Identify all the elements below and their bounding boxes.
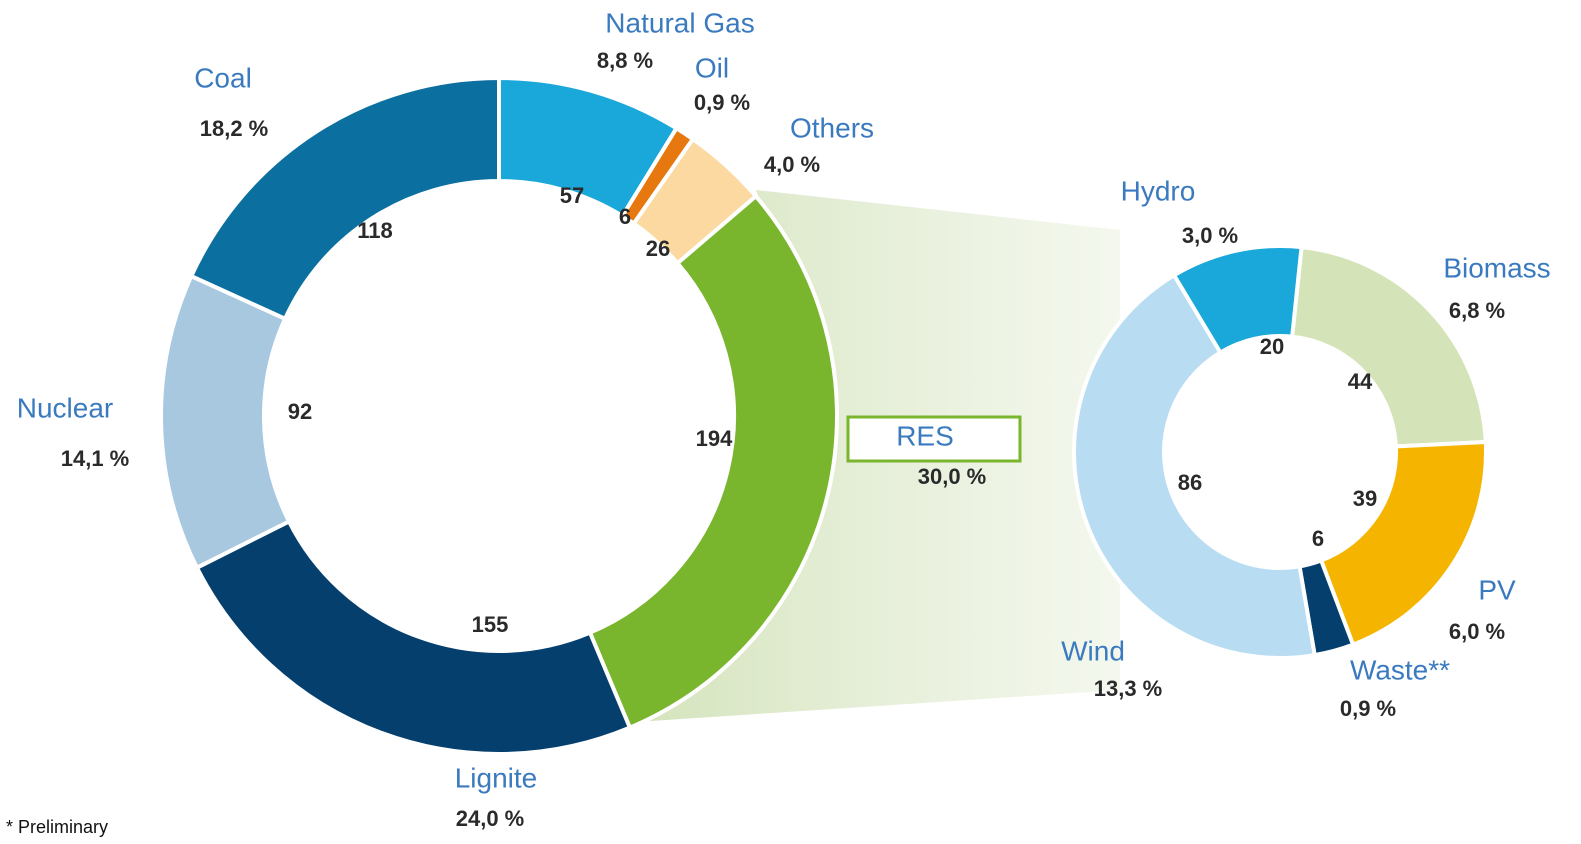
value-label: 86 — [1178, 470, 1202, 495]
value-label: 6 — [1312, 526, 1324, 551]
category-label: Natural Gas — [605, 7, 754, 38]
category-label: Coal — [194, 62, 252, 93]
category-label: Oil — [695, 52, 729, 83]
footnote: * Preliminary — [6, 817, 108, 837]
share-label: 6,8 % — [1449, 298, 1505, 323]
share-label: 13,3 % — [1094, 676, 1163, 701]
share-label: 0,9 % — [694, 90, 750, 115]
category-label: Hydro — [1121, 175, 1196, 206]
value-label: 155 — [472, 612, 509, 637]
category-label: Wind — [1061, 635, 1125, 666]
share-label: 14,1 % — [61, 446, 130, 471]
value-label: 44 — [1348, 369, 1373, 394]
category-label: Nuclear — [17, 392, 113, 423]
category-label: Biomass — [1443, 252, 1550, 283]
donut-segment — [159, 273, 292, 571]
category-label: PV — [1478, 574, 1516, 605]
share-label: 24,0 % — [456, 806, 525, 831]
value-label: 20 — [1260, 334, 1284, 359]
category-label: RES — [896, 420, 954, 451]
donut-segment — [1318, 439, 1488, 648]
value-label: 194 — [696, 426, 733, 451]
value-label: 118 — [357, 218, 393, 243]
value-label: 6 — [619, 204, 631, 229]
share-label: 18,2 % — [200, 116, 269, 141]
value-label: 92 — [288, 399, 312, 424]
category-label: Waste** — [1350, 654, 1450, 685]
res-box — [846, 415, 1022, 463]
category-label: Lignite — [455, 762, 538, 793]
category-label: Others — [790, 112, 874, 143]
donut-segment — [1171, 244, 1304, 356]
value-label: 39 — [1353, 486, 1377, 511]
share-label: 4,0 % — [764, 152, 820, 177]
donut-segment — [188, 75, 501, 322]
share-label: 8,8 % — [597, 48, 653, 73]
value-label: 26 — [646, 236, 670, 261]
value-label: 57 — [560, 183, 584, 208]
share-label: 3,0 % — [1182, 223, 1238, 248]
donut-segment — [194, 518, 633, 756]
donut-segment — [587, 193, 839, 731]
share-label: 0,9 % — [1340, 696, 1396, 721]
donut-segment — [1289, 244, 1488, 449]
donut-segment — [1072, 272, 1317, 660]
share-label: 30,0 % — [918, 464, 987, 489]
share-label: 6,0 % — [1449, 619, 1505, 644]
